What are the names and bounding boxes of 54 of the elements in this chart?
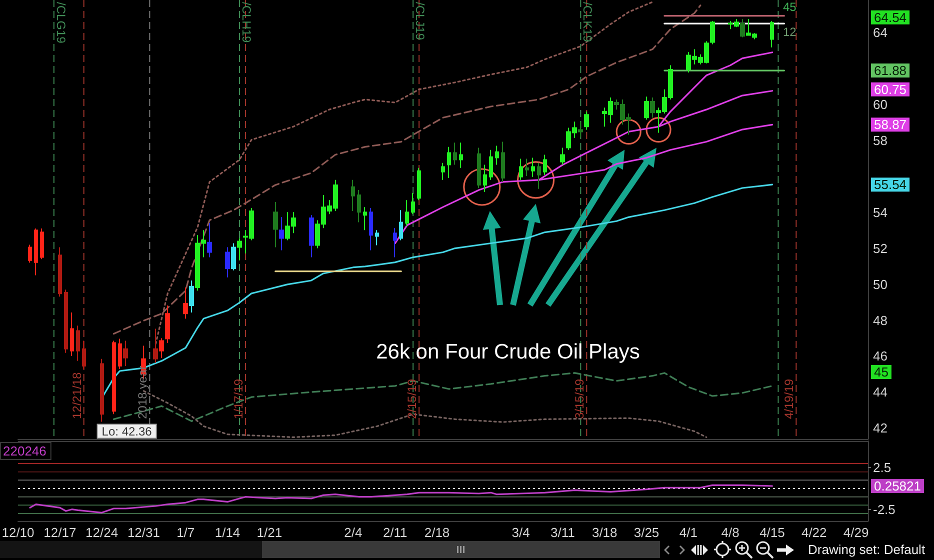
x-tick-label: 3/4 — [512, 525, 530, 540]
x-tick-label: 3/11 — [550, 525, 575, 540]
y-tick-label: 2.5 — [873, 460, 892, 476]
ref-line-label: /CLJ19 — [413, 2, 428, 40]
text: 61.88 — [874, 63, 907, 78]
y-tick-label: 60 — [873, 96, 888, 112]
y-tick-label: 50 — [873, 276, 888, 292]
x-tick-label: 1/14 — [214, 525, 240, 540]
y-tick-label: 44 — [873, 384, 888, 400]
y-tick-label: 48 — [873, 312, 888, 328]
ref-line-label: 2/15/19 — [405, 378, 420, 419]
x-tick-label: 4/22 — [801, 525, 827, 540]
text: 58.87 — [874, 117, 907, 132]
text: 60.75 — [874, 82, 907, 97]
annotation: 45 — [783, 0, 797, 14]
y-tick-label: -2.5 — [873, 502, 896, 517]
x-tick-label: 3/18 — [592, 525, 618, 540]
x-tick-label: 2/4 — [344, 525, 362, 540]
text: 64.54 — [874, 10, 907, 25]
y-tick-label: 42 — [873, 420, 888, 436]
text: 0.25821 — [874, 478, 921, 494]
x-tick-label: 2/11 — [382, 525, 408, 540]
ref-line-label: 2018 year — [136, 366, 150, 419]
x-tick-label: 12/17 — [44, 525, 76, 540]
x-tick-label: 12/24 — [86, 525, 118, 540]
x-tick-label: 4/8 — [721, 525, 740, 540]
ref-line-label: 1/17/19 — [231, 378, 246, 419]
x-tick-label: 1/7 — [176, 525, 195, 540]
annotation: 12 — [783, 25, 797, 39]
x-tick-label: 4/1 — [679, 525, 698, 540]
annotation: 26k on Four Crude Oil Plays — [376, 340, 640, 364]
x-tick-label: 3/25 — [634, 525, 660, 540]
text: Drawing set: Default — [808, 542, 926, 558]
ref-line-label: /CLK19 — [580, 2, 595, 42]
ref-line-label: 4/19/19 — [782, 378, 796, 419]
x-tick-label: 2/18 — [424, 525, 450, 540]
x-tick-label: 12/31 — [127, 525, 160, 540]
ref-line-label: /CLH19 — [239, 2, 254, 44]
y-tick-label: 58 — [873, 132, 888, 148]
x-tick-label: 4/29 — [843, 525, 869, 540]
text: 55.54 — [874, 177, 907, 192]
y-tick-label: 64 — [873, 24, 888, 40]
x-tick-label: 4/15 — [760, 525, 785, 540]
x-tick-label: 12/10 — [2, 525, 34, 540]
ref-line-label: 12/21/18 — [70, 372, 84, 419]
ref-line-label: 3/15/19 — [572, 378, 587, 419]
y-tick-label: 46 — [873, 348, 888, 364]
annotation: 220246 — [3, 444, 46, 458]
y-tick-label: 54 — [873, 204, 888, 220]
text: 45 — [874, 364, 888, 380]
annotation: Lo: 42.36 — [102, 424, 152, 439]
y-tick-label: 52 — [873, 240, 888, 256]
ref-line-label: /CLG19 — [54, 2, 68, 44]
x-tick-label: 1/21 — [256, 525, 282, 540]
